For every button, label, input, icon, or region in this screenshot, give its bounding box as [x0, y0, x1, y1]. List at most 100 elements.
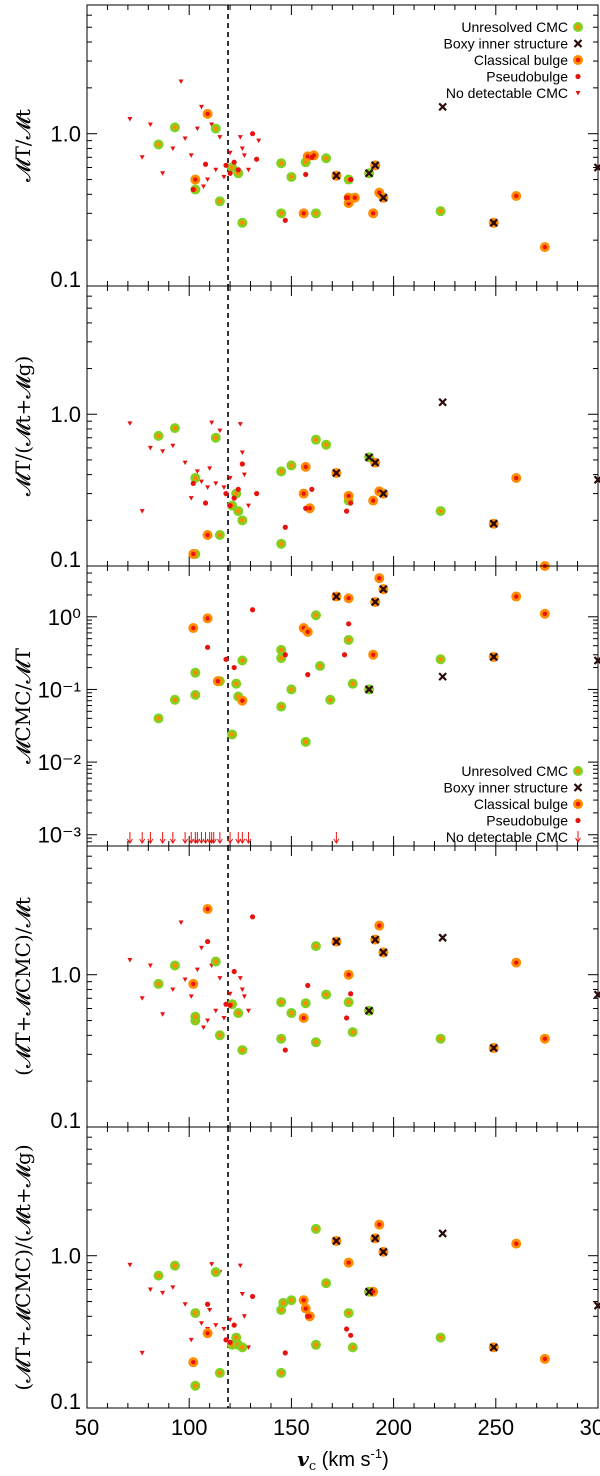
unresolved-cmc-core	[313, 210, 319, 216]
unresolved-cmc-core	[156, 981, 161, 987]
unresolved-cmc-core	[575, 768, 581, 774]
no-cmc-point	[198, 945, 204, 951]
boxy-structure-point	[438, 397, 447, 407]
unresolved-cmc-core	[172, 697, 178, 703]
no-cmc-point	[205, 177, 211, 183]
unresolved-cmc-core	[278, 655, 284, 661]
legend-label: Boxy inner structure	[444, 36, 569, 52]
classical-bulge-core	[305, 154, 310, 159]
classical-bulge-core	[215, 678, 221, 684]
boxy-structure-point	[332, 1236, 341, 1246]
no-cmc-upper-limit	[194, 832, 201, 844]
boxy-structure-point	[489, 1343, 499, 1352]
no-cmc-point	[241, 994, 247, 999]
no-cmc-point	[188, 994, 194, 999]
no-cmc-upper-limit	[575, 831, 581, 843]
unresolved-cmc-core	[213, 435, 219, 441]
classical-bulge-core	[303, 1306, 308, 1311]
no-cmc-point	[147, 445, 153, 451]
unresolved-cmc-core	[278, 1036, 284, 1042]
no-cmc-point	[207, 1308, 213, 1313]
no-cmc-upper-limit	[216, 832, 223, 844]
unresolved-cmc-core	[239, 517, 245, 523]
classical-bulge-core	[301, 491, 306, 496]
x-tick-label: 300	[580, 1415, 600, 1440]
no-cmc-point	[170, 443, 176, 449]
pseudobulge-point	[249, 914, 256, 920]
classical-bulge-core	[346, 972, 351, 977]
pseudobulge-point	[204, 644, 211, 650]
unresolved-cmc-core	[438, 1335, 444, 1340]
panel-2: 0.1 1.0 𝓜T/(𝓜t+𝓜g)	[11, 285, 600, 572]
unresolved-cmc-core	[172, 125, 178, 130]
no-cmc-point	[241, 153, 247, 158]
no-cmc-point	[127, 421, 133, 426]
unresolved-cmc-core	[172, 963, 178, 968]
no-cmc-point	[207, 466, 213, 471]
no-cmc-point	[227, 476, 233, 481]
no-cmc-point	[182, 977, 188, 983]
no-cmc-point	[245, 167, 251, 173]
unresolved-cmc-core	[213, 126, 219, 132]
pseudobulge-point	[231, 159, 237, 165]
pseudobulge-point	[249, 1293, 256, 1300]
unresolved-cmc-core	[278, 647, 284, 653]
unresolved-cmc-core	[278, 469, 284, 474]
unresolved-cmc-core	[278, 160, 284, 166]
no-cmc-point	[182, 460, 188, 466]
classical-bulge-core	[514, 475, 519, 481]
no-cmc-point	[194, 967, 200, 973]
no-cmc-point	[198, 479, 204, 485]
classical-bulge-core	[575, 57, 581, 63]
boxy-structure-point	[489, 652, 499, 662]
boxy-structure-point	[364, 685, 374, 694]
no-cmc-point	[245, 1008, 251, 1014]
unresolved-cmc-core	[346, 999, 352, 1005]
y-axis-label: (𝓜T+𝓜CMC)/(𝓜t+𝓜g)	[11, 1144, 35, 1390]
no-cmc-upper-limit	[333, 832, 340, 844]
pseudobulge-point	[282, 524, 288, 530]
no-cmc-point	[139, 996, 145, 1001]
no-cmc-point	[209, 122, 215, 127]
legend-label: No detectable CMC	[446, 85, 568, 101]
pseudobulge-point	[235, 486, 241, 492]
boxy-structure-point	[489, 519, 499, 528]
y-tick-label: 0.1	[50, 1108, 81, 1133]
no-cmc-point	[227, 991, 233, 997]
pseudobulge-point	[239, 461, 245, 467]
no-cmc-point	[147, 963, 153, 968]
legend-label: Classical bulge	[474, 52, 568, 68]
no-cmc-point	[139, 155, 145, 160]
y-tick-label: 0.1	[50, 547, 81, 572]
classical-bulge-core	[205, 906, 210, 912]
panel-frame	[86, 285, 599, 567]
unresolved-cmc-core	[229, 732, 235, 737]
pseudobulge-point	[190, 186, 196, 193]
unresolved-cmc-core	[235, 508, 241, 514]
pseudobulge-point	[231, 495, 237, 501]
classical-bulge-core	[352, 195, 357, 200]
unresolved-cmc-core	[192, 1014, 198, 1020]
unresolved-cmc-core	[350, 1029, 356, 1035]
unresolved-cmc-core	[239, 220, 245, 226]
no-cmc-point	[178, 920, 184, 926]
classical-bulge-core	[205, 1330, 210, 1336]
pseudobulge-point	[343, 1326, 350, 1332]
no-cmc-point	[170, 1285, 176, 1290]
unresolved-cmc-core	[303, 1000, 309, 1006]
unresolved-cmc-core	[156, 433, 161, 439]
boxy-structure-point	[438, 672, 447, 681]
unresolved-cmc-core	[233, 491, 239, 496]
pseudobulge-point	[231, 968, 237, 975]
unresolved-cmc-core	[313, 1039, 319, 1045]
unresolved-cmc-core	[217, 532, 223, 538]
unresolved-cmc-core	[192, 692, 198, 698]
pseudobulge-point	[204, 1301, 211, 1307]
classical-bulge-core	[514, 1241, 519, 1246]
no-cmc-point	[241, 1314, 247, 1319]
no-cmc-point	[139, 1350, 145, 1356]
unresolved-cmc-core	[327, 697, 333, 703]
y-tick-label: 10⁻²	[38, 750, 81, 775]
pseudobulge-point	[303, 171, 309, 178]
no-cmc-upper-limit	[245, 832, 252, 844]
